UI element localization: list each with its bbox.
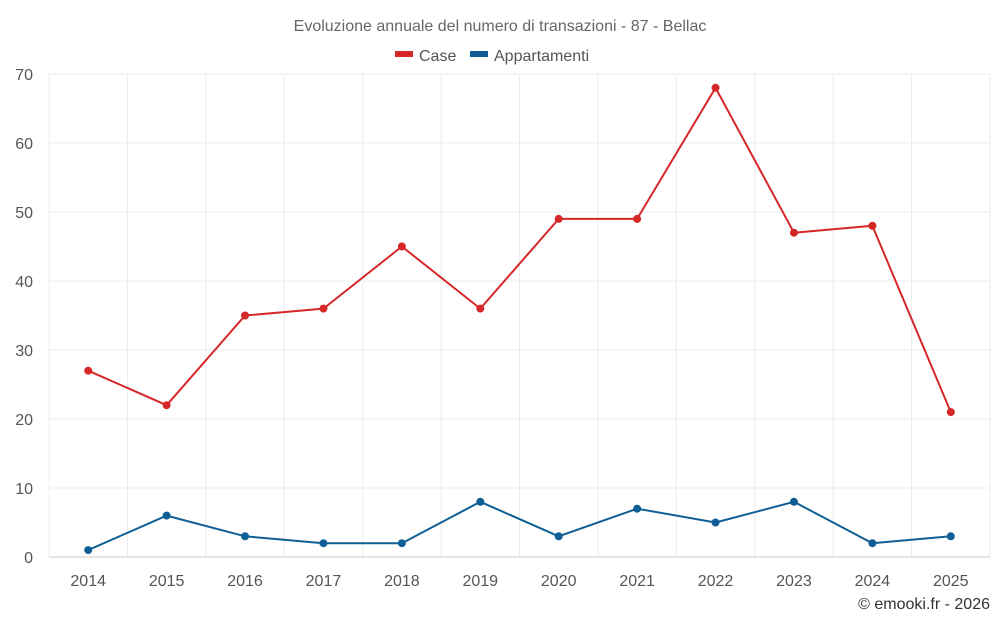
- x-tick-label: 2016: [227, 573, 263, 590]
- data-point-case[interactable]: [633, 214, 642, 223]
- data-point-case[interactable]: [789, 228, 798, 237]
- y-tick-label: 30: [15, 343, 33, 360]
- data-point-case[interactable]: [711, 83, 720, 92]
- series-case: [84, 83, 955, 417]
- series-appartamenti: [84, 497, 955, 555]
- data-point-appartamenti[interactable]: [397, 539, 406, 548]
- x-tick-label: 2021: [619, 573, 655, 590]
- data-point-appartamenti[interactable]: [633, 504, 642, 513]
- legend-item-appartamenti[interactable]: Appartamenti: [470, 48, 589, 65]
- x-tick-label: 2014: [70, 573, 106, 590]
- data-point-case[interactable]: [554, 214, 563, 223]
- data-point-case[interactable]: [319, 304, 328, 313]
- legend: Case Appartamenti: [395, 48, 589, 65]
- data-point-appartamenti[interactable]: [162, 511, 171, 520]
- legend-item-case[interactable]: Case: [395, 48, 456, 65]
- y-tick-label: 10: [15, 481, 33, 498]
- x-tick-label: 2015: [149, 573, 185, 590]
- series-line-appartamenti: [87, 500, 951, 552]
- data-point-case[interactable]: [84, 366, 93, 375]
- x-tick-label: 2023: [776, 573, 812, 590]
- data-point-case[interactable]: [868, 221, 877, 230]
- data-point-case[interactable]: [476, 304, 485, 313]
- data-point-appartamenti[interactable]: [946, 532, 955, 541]
- data-point-case[interactable]: [946, 408, 955, 417]
- series: [84, 83, 955, 555]
- x-tick-label: 2017: [306, 573, 342, 590]
- series-line-case: [87, 86, 952, 413]
- x-tick-label: 2025: [933, 573, 969, 590]
- chart-title: Evoluzione annuale del numero di transaz…: [294, 18, 707, 35]
- data-point-case[interactable]: [241, 311, 250, 320]
- data-point-appartamenti[interactable]: [241, 532, 250, 541]
- x-tick-label: 2019: [462, 573, 498, 590]
- legend-swatch-case: [395, 51, 413, 57]
- legend-label-case: Case: [419, 48, 456, 65]
- legend-swatch-appartamenti: [470, 51, 488, 57]
- data-point-appartamenti[interactable]: [789, 497, 798, 506]
- x-tick-label: 2020: [541, 573, 577, 590]
- credit-text: © emooki.fr - 2026: [858, 596, 990, 613]
- grid: [48, 73, 991, 557]
- data-point-appartamenti[interactable]: [84, 546, 93, 555]
- legend-label-appartamenti: Appartamenti: [494, 48, 589, 65]
- y-tick-label: 70: [15, 67, 33, 84]
- data-point-appartamenti[interactable]: [711, 518, 720, 527]
- data-point-appartamenti[interactable]: [868, 539, 877, 548]
- y-tick-label: 40: [15, 274, 33, 291]
- data-point-case[interactable]: [397, 242, 406, 251]
- x-tick-label: 2022: [698, 573, 734, 590]
- x-tick-label: 2018: [384, 573, 420, 590]
- y-tick-label: 20: [15, 412, 33, 429]
- data-point-case[interactable]: [162, 401, 171, 410]
- y-tick-label: 0: [24, 550, 33, 567]
- y-tick-label: 60: [15, 136, 33, 153]
- data-point-appartamenti[interactable]: [319, 539, 328, 548]
- y-tick-label: 50: [15, 205, 33, 222]
- axes: 0 10 20 30 40 50 60 70 2014 2015 2016 2017 2018 2019 2…: [15, 67, 990, 590]
- data-point-appartamenti[interactable]: [476, 497, 485, 506]
- x-tick-label: 2024: [855, 573, 891, 590]
- data-point-appartamenti[interactable]: [554, 532, 563, 541]
